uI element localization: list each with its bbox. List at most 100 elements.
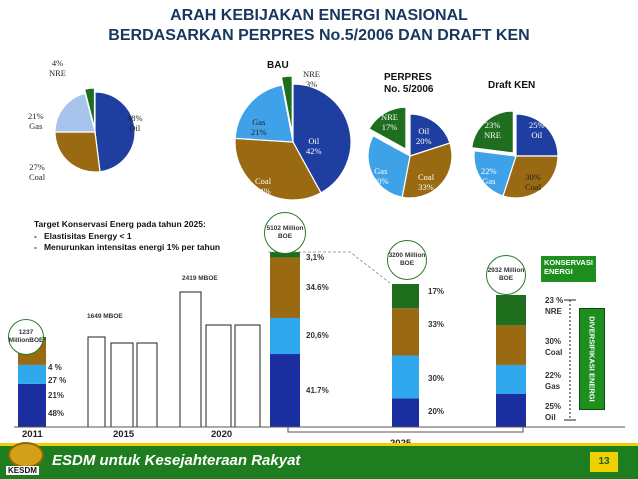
footer-text: ESDM untuk Kesejahteraan Rakyat [52, 452, 301, 469]
label-ken-name-3: Oil [545, 413, 556, 422]
pie-bau-small-label-1: 27% Coal [29, 162, 46, 182]
pie-bau-2011-slice-2 [54, 92, 96, 133]
bar-2025-ken-oil [496, 394, 526, 427]
bubble-ken: 2932 Million BOE [486, 255, 526, 295]
bar-2015-b [110, 342, 134, 428]
pie-perpres [367, 106, 453, 199]
label-ken-pct-1: 30% [545, 337, 562, 346]
bar-2025-bau-nre [270, 252, 300, 258]
pie-ken-title: Draft KEN [488, 80, 536, 91]
bracket-2025 [287, 427, 524, 433]
label-ken-name-0: NRE [545, 307, 562, 316]
pie-bau-title: BAU [267, 60, 289, 71]
bar-2011-gas [18, 364, 46, 384]
label-ken-pct-3: 25% [545, 402, 562, 411]
bar-2025-bau-oil [270, 354, 300, 427]
pie-ken-slice-1 [502, 155, 559, 199]
label-2011-2: 21% [48, 391, 65, 400]
bar-2020-c [234, 324, 261, 428]
label-ken-name-2: Gas [545, 382, 561, 391]
pie-bau-label-3: NRE 3% [303, 69, 320, 89]
page-number: 13 [590, 452, 618, 472]
pie-bau-small-label-2: 21% Gas [28, 111, 44, 131]
label-2011-3: 48% [48, 409, 65, 418]
pie-perpres-title-2: No. 5/2006 [384, 84, 434, 95]
year-2020: 2020 [211, 429, 233, 440]
pie-perpres-label-0: Oil 20% [416, 126, 432, 146]
bar-2015-c [136, 342, 158, 428]
pie-perpres-slice-3 [368, 106, 407, 151]
pie-perpres-label-2: Gas 30% [373, 166, 389, 186]
bar-2025-ken-gas [496, 364, 526, 394]
pie-ken-label-0: 25% Oil [529, 120, 545, 140]
bar-2025-perpres-gas [392, 355, 419, 399]
pie-bau-2025 [234, 75, 352, 201]
label-perpres-2: 30% [428, 374, 445, 383]
annot-2020: 2419 MBOE [182, 275, 218, 282]
pie-ken [471, 110, 559, 199]
bar-2025-ken-coal [496, 325, 526, 365]
year-2015: 2015 [113, 429, 135, 440]
pie-bau-label-0: Oil 42% [306, 136, 322, 156]
bar-2025-perpres-oil [392, 398, 419, 427]
label-2011-1: 27 % [48, 376, 67, 385]
bar-2025-bau-coal [270, 257, 300, 318]
pie-bau-2025-slice-0 [292, 83, 352, 194]
pie-perpres-label-1: Coal 33% [418, 172, 435, 192]
bar-2025-bau-gas [270, 317, 300, 355]
pie-ken-label-3: 23% NRE [484, 120, 501, 140]
label-perpres-1: 33% [428, 320, 445, 329]
pie-bau-2025-slice-1 [234, 137, 322, 201]
pie-perpres-slice-0 [409, 113, 451, 157]
bar-2020-a [179, 291, 202, 428]
title-line-2: BERDASARKAN PERPRES No.5/2006 DAN DRAFT … [108, 27, 530, 44]
bubble-perpres: 3200 Million BOE [387, 240, 427, 280]
pie-bau-2011-slice-3 [83, 87, 96, 129]
bar-chart [14, 251, 625, 433]
title-line-1: ARAH KEBIJAKAN ENERGI NASIONAL [170, 7, 468, 24]
diversifikasi-label: DIVERSIFIKASI ENERGI [587, 316, 597, 402]
label-ken-pct-0: 23 % [545, 296, 564, 305]
annot-2015: 1649 MBOE [87, 313, 123, 320]
diversifikasi-box: DIVERSIFIKASI ENERGI [579, 308, 605, 410]
target-heading: Target Konservasi Energ pada tahun 2025: [34, 219, 206, 229]
bar-2020-b [205, 324, 232, 428]
pie-bau-label-2: Gas 21% [251, 117, 267, 137]
label-2011-0: 4 % [48, 363, 62, 372]
label-bau-3: 41.7% [306, 386, 329, 395]
pie-bau-2011-slice-1 [54, 131, 101, 173]
pie-bau-2011 [54, 87, 136, 173]
label-bau-2: 20,6% [306, 331, 329, 340]
bubble-2011: 1237 MillionBOE [8, 319, 44, 355]
label-ken-name-1: Coal [545, 348, 563, 357]
pie-bau-2025-slice-2 [234, 84, 294, 143]
logo-emblem [8, 442, 44, 468]
label-perpres-0: 17% [428, 287, 445, 296]
target-item-1: - Elastisitas Energy < 1 [34, 231, 132, 241]
pie-perpres-slice-2 [367, 134, 411, 198]
footer-bar: ESDM untuk Kesejahteraan Rakyat 13 [0, 446, 638, 479]
pie-bau-2011-slice-0 [94, 91, 136, 173]
bubble-bau: 5102 Million BOE [264, 212, 306, 254]
pie-bau-label-1: Coal 34% [255, 176, 272, 196]
pie-ken-label-2: 22% Gas [481, 166, 497, 186]
pie-ken-label-1: 30% Coal [525, 172, 542, 192]
logo-text: KESDM [6, 466, 39, 475]
bar-2015-a [87, 336, 106, 428]
bar-2025-perpres-coal [392, 308, 419, 356]
footer-divider [0, 443, 638, 446]
pie-ken-slice-2 [473, 150, 517, 197]
label-bau-0: 3,1% [306, 253, 325, 262]
bar-2025-perpres-nre [392, 284, 419, 309]
pie-perpres-title-1: PERPRES [384, 72, 432, 83]
label-bau-1: 34.6% [306, 283, 329, 292]
year-2011: 2011 [22, 429, 43, 440]
bar-2011-oil [18, 383, 46, 427]
pie-ken-slice-3 [471, 110, 514, 154]
pie-perpres-label-3: NRE 17% [381, 112, 398, 132]
bar-2025-ken-nre [496, 295, 526, 326]
pie-bau-small-label-3: 4% NRE [49, 58, 66, 78]
target-item-2: - Menurunkan intensitas energi 1% per ta… [34, 242, 221, 252]
konservasi-label: KONSERVASI ENERGI [541, 256, 596, 282]
pie-bau-2025-slice-3 [280, 75, 293, 135]
